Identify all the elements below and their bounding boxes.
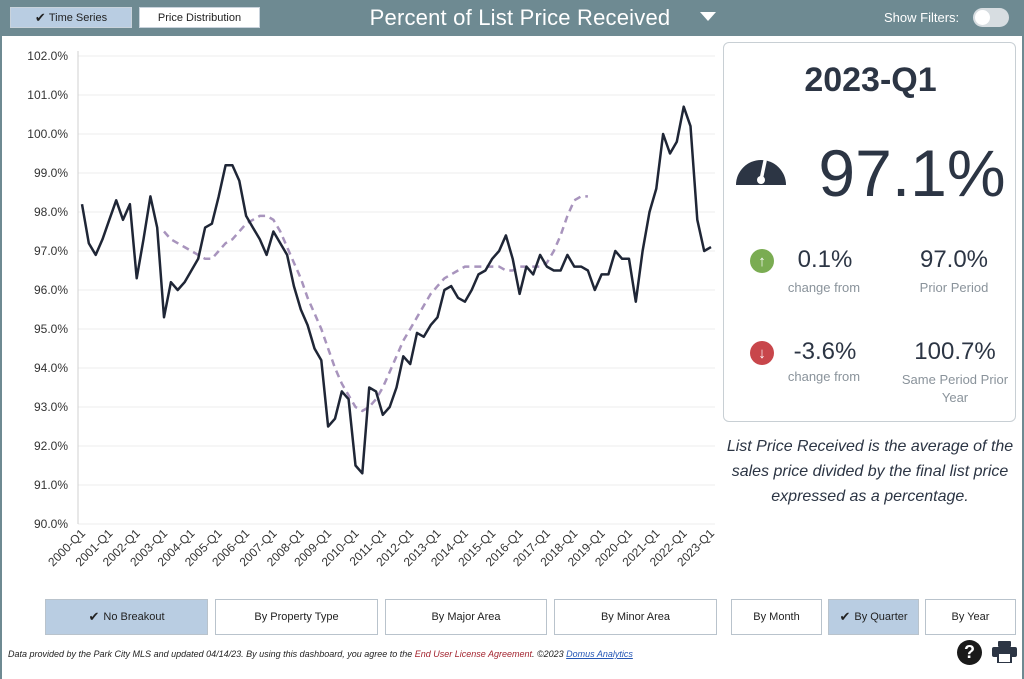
main-series-line [80,105,712,475]
y-tick-label: 91.0% [34,478,68,492]
caret-down-icon[interactable] [700,12,716,21]
no-breakout-label: No Breakout [103,611,165,623]
y-tick-label: 96.0% [34,283,68,297]
y-tick-label: 93.0% [34,400,68,414]
kpi-card: 2023-Q1 97.1% ↑ 0.1% change from 97.0% P… [723,42,1016,422]
prior-period-label: Prior Period [919,280,989,295]
frame-right [1022,36,1024,679]
by-month-button[interactable]: By Month [731,599,822,635]
by-minor-area-label: By Minor Area [600,611,671,623]
y-tick-label: 101.0% [27,88,68,102]
arrow-down-icon: ↓ [750,341,774,365]
y-tick-label: 94.0% [34,361,68,375]
domus-link[interactable]: Domus Analytics [566,649,633,659]
page-title: Percent of List Price Received [369,5,671,30]
by-month-label: By Month [753,611,800,623]
y-tick-label: 99.0% [34,166,68,180]
frame-left [0,36,2,679]
metric-title-dropdown[interactable]: Percent of List Price Received [300,0,740,36]
y-tick-label: 97.0% [34,244,68,258]
checkmark-icon: ✔ [839,609,851,624]
footer-note: Data provided by the Park City MLS and u… [8,649,633,659]
help-icon[interactable]: ? [957,640,982,665]
change-prior-value: 0.1% [797,246,853,273]
eula-link[interactable]: End User License Agreement [414,649,532,659]
y-tick-label: 98.0% [34,205,68,219]
show-filters-label: Show Filters: [884,10,960,25]
by-year-button[interactable]: By Year [925,599,1016,635]
footer-text: Data provided by the Park City MLS and u… [8,649,415,659]
time-series-button[interactable]: ✔ Time Series [10,7,132,28]
price-distribution-label: Price Distribution [157,11,242,24]
by-minor-area-button[interactable]: By Minor Area [554,599,717,635]
by-major-area-label: By Major Area [431,611,501,623]
y-tick-label: 100.0% [27,127,68,141]
y-tick-label: 90.0% [34,517,68,531]
kpi-value: 97.1% [818,136,1006,210]
y-tick-label: 102.0% [27,49,68,63]
by-year-label: By Year [951,611,990,623]
print-icon[interactable] [992,641,1017,663]
change-prior-label: change from [787,280,861,295]
prior-year-value: 100.7% [914,338,996,365]
change-year-value: -3.6% [793,338,857,365]
kpi-period: 2023-Q1 [804,61,937,99]
no-breakout-button[interactable]: ✔ No Breakout [45,599,208,635]
by-quarter-label: By Quarter [854,611,908,623]
by-quarter-button[interactable]: ✔ By Quarter [828,599,919,635]
price-distribution-button[interactable]: Price Distribution [139,7,260,28]
line-chart: 90.0% 91.0% 92.0% 93.0% 94.0% 95.0% 96.0% 97.0%… [27,49,717,569]
show-filters-toggle[interactable] [973,8,1009,27]
trend-series-line [163,195,588,413]
by-major-area-button[interactable]: By Major Area [385,599,547,635]
y-tick-label: 92.0% [34,439,68,453]
speedometer-icon [736,159,786,185]
checkmark-icon: ✔ [34,9,46,25]
toggle-knob [975,10,990,25]
checkmark-icon: ✔ [88,609,100,624]
y-tick-label: 95.0% [34,322,68,336]
by-property-type-label: By Property Type [254,611,339,623]
change-year-label: change from [787,369,861,384]
metric-description: List Price Received is the average of th… [726,438,1014,505]
footer-copyright: . ©2023 [532,649,567,659]
time-series-label: Time Series [48,11,108,24]
by-property-type-button[interactable]: By Property Type [215,599,378,635]
dashboard-header: ✔ Time Series Price Distribution Percent… [0,0,1024,36]
prior-period-value: 97.0% [919,246,989,273]
arrow-up-icon: ↑ [750,249,774,273]
prior-year-label: Same Period Prior Year [901,372,1009,405]
